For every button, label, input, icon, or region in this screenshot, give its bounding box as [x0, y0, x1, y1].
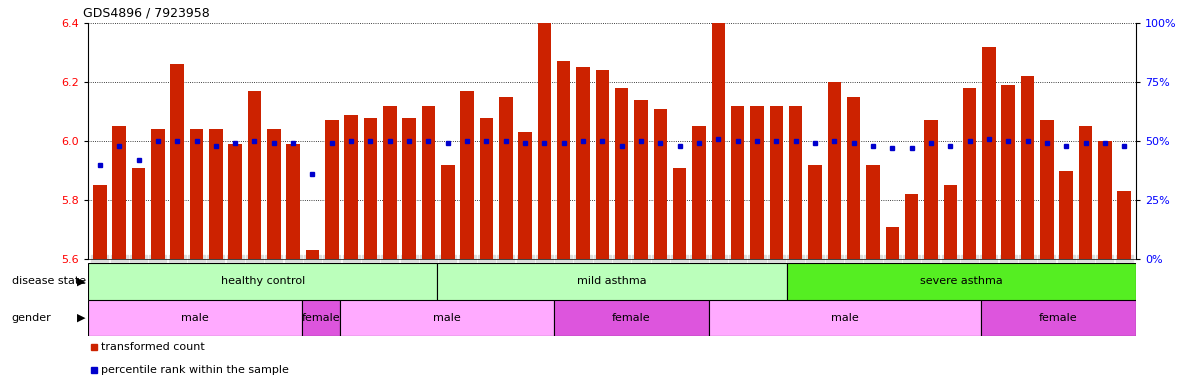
Bar	[210, 129, 222, 259]
Bar	[286, 144, 300, 259]
Text: ▶: ▶	[77, 276, 85, 286]
Bar	[1002, 85, 1015, 259]
Bar	[789, 106, 803, 259]
Bar	[827, 82, 842, 259]
Bar	[750, 106, 764, 259]
Bar	[866, 165, 879, 259]
Bar	[518, 132, 532, 259]
Bar	[709, 300, 980, 336]
Bar	[809, 165, 822, 259]
Bar	[132, 168, 145, 259]
Bar	[1020, 76, 1035, 259]
Bar	[460, 91, 474, 259]
Bar	[340, 300, 554, 336]
Bar	[301, 300, 340, 336]
Bar	[171, 65, 184, 259]
Text: healthy control: healthy control	[221, 276, 305, 286]
Text: male: male	[831, 313, 859, 323]
Text: severe asthma: severe asthma	[920, 276, 1003, 286]
Bar	[88, 300, 301, 336]
Bar	[554, 300, 709, 336]
Bar	[538, 0, 551, 259]
Bar	[692, 126, 706, 259]
Text: mild asthma: mild asthma	[577, 276, 647, 286]
Bar	[634, 100, 647, 259]
Bar	[924, 121, 938, 259]
Text: female: female	[612, 313, 651, 323]
Text: ▶: ▶	[77, 313, 85, 323]
Bar	[963, 88, 977, 259]
Bar	[1040, 121, 1053, 259]
Bar	[441, 165, 454, 259]
Bar	[345, 114, 358, 259]
Bar	[786, 263, 1136, 300]
Bar	[151, 129, 165, 259]
Bar	[980, 300, 1136, 336]
Bar	[267, 129, 280, 259]
Bar	[228, 144, 242, 259]
Text: disease state: disease state	[12, 276, 86, 286]
Bar	[480, 118, 493, 259]
Text: GDS4896 / 7923958: GDS4896 / 7923958	[84, 7, 210, 20]
Bar	[306, 250, 319, 259]
Bar	[885, 227, 899, 259]
Bar	[982, 47, 996, 259]
Bar	[93, 185, 107, 259]
Bar	[614, 88, 629, 259]
Bar	[770, 106, 783, 259]
Bar	[1098, 141, 1111, 259]
Text: female: female	[1039, 313, 1077, 323]
Bar	[577, 67, 590, 259]
Bar	[421, 106, 435, 259]
Bar	[712, 0, 725, 259]
Bar	[1079, 126, 1092, 259]
Bar	[731, 106, 744, 259]
Text: gender: gender	[12, 313, 52, 323]
Text: percentile rank within the sample: percentile rank within the sample	[101, 365, 290, 375]
Bar	[325, 121, 339, 259]
Bar	[364, 118, 377, 259]
Bar	[847, 97, 860, 259]
Bar	[557, 61, 571, 259]
Bar	[499, 97, 512, 259]
Bar	[673, 168, 686, 259]
Bar	[905, 194, 918, 259]
Text: female: female	[301, 313, 340, 323]
Bar	[247, 91, 261, 259]
Bar	[189, 129, 204, 259]
Bar	[403, 118, 415, 259]
Bar	[438, 263, 786, 300]
Bar	[1117, 191, 1131, 259]
Text: transformed count: transformed count	[101, 342, 205, 352]
Bar	[944, 185, 957, 259]
Bar	[383, 106, 397, 259]
Text: male: male	[433, 313, 461, 323]
Text: male: male	[181, 313, 208, 323]
Bar	[1059, 170, 1073, 259]
Bar	[596, 70, 610, 259]
Bar	[113, 126, 126, 259]
Bar	[88, 263, 438, 300]
Bar	[653, 109, 667, 259]
